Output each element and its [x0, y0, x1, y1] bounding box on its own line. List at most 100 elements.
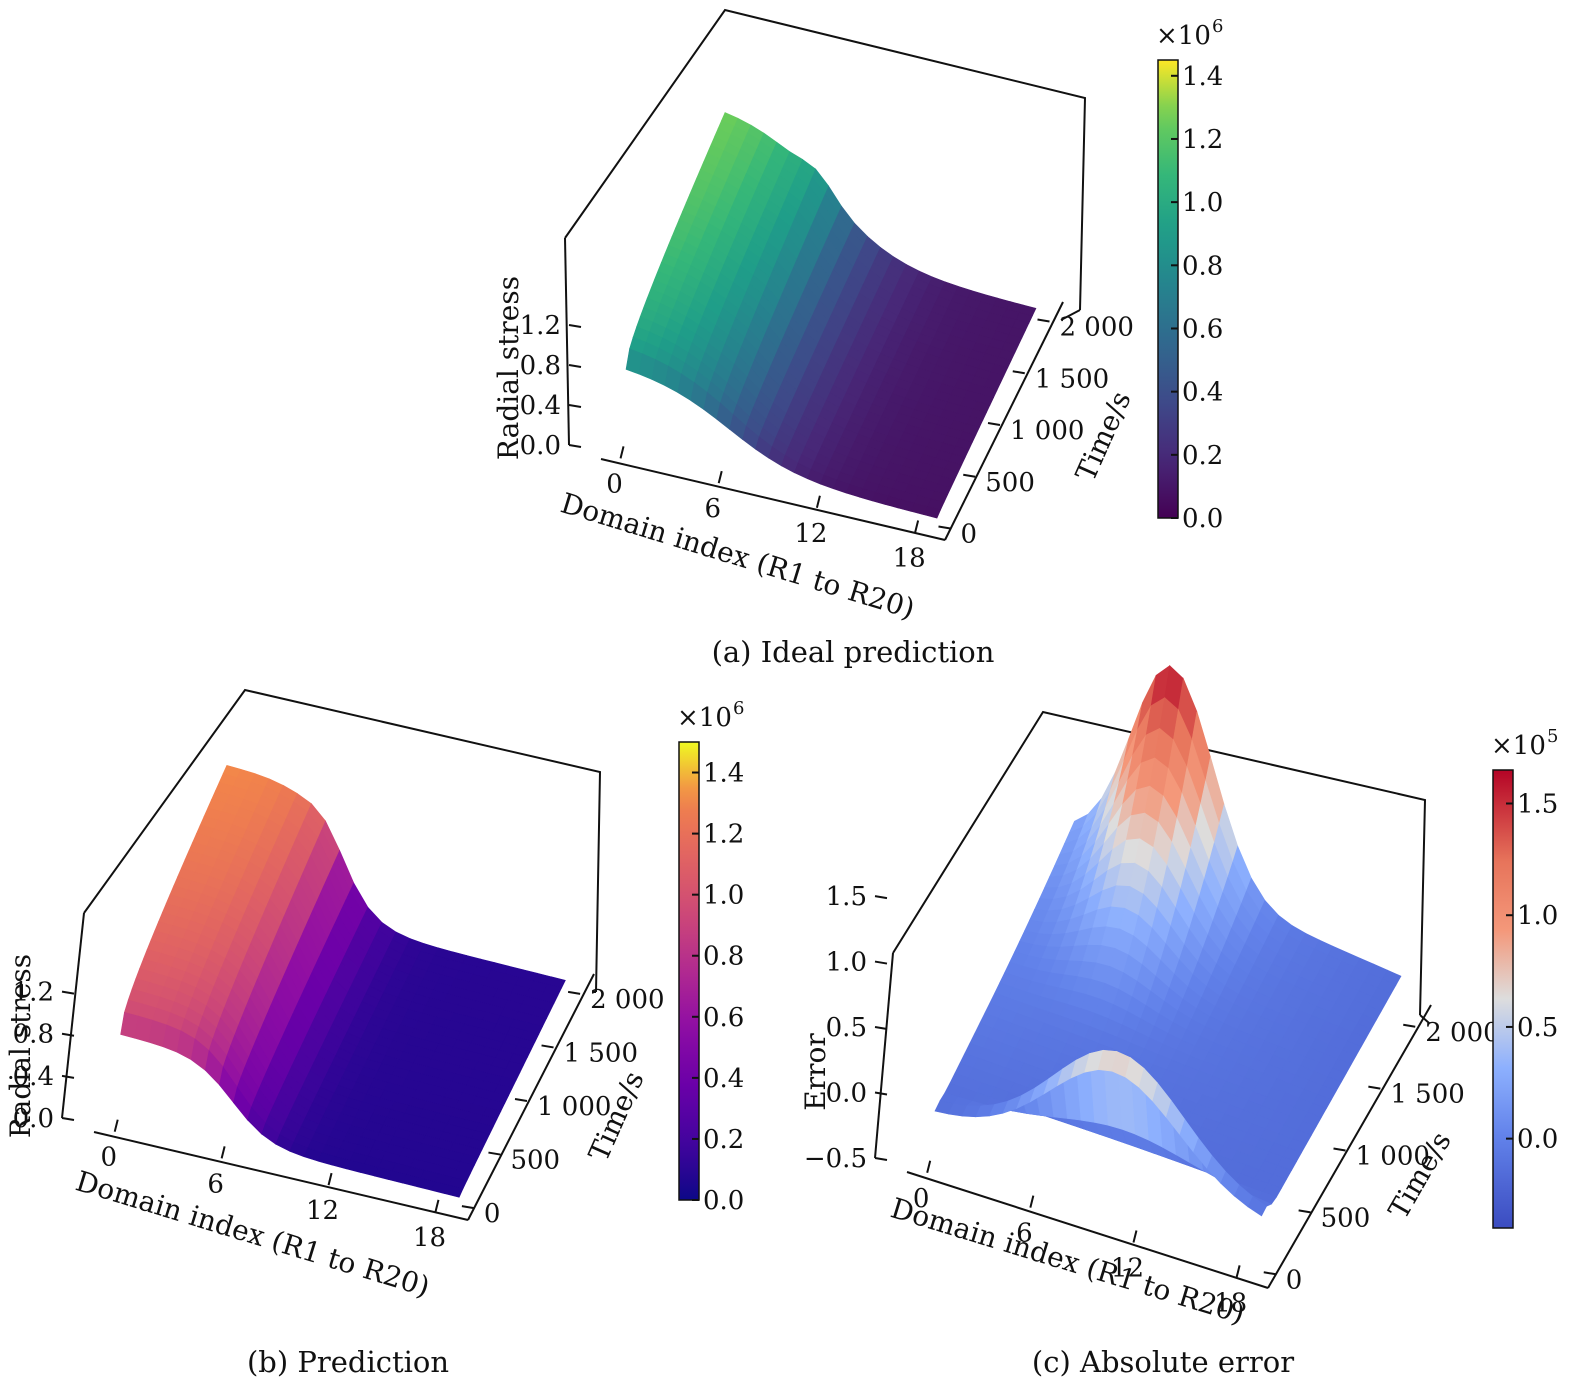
colorbar-tick-label: 0.5 — [1517, 1013, 1558, 1043]
colorbar-tick-label: 0.6 — [703, 1003, 744, 1033]
z-axis-label: Error — [799, 1033, 832, 1111]
x-tick-label: 6 — [207, 1169, 224, 1199]
z-ticks: −0.5 0.0 0.5 1.0 1.5 — [804, 882, 888, 1174]
x-tick-label: 18 — [413, 1223, 446, 1253]
panel-caption: (c) Absolute error — [1032, 1345, 1294, 1379]
y-tick-mark — [1263, 1271, 1276, 1276]
x-tick-mark — [619, 446, 625, 459]
y-tick-mark — [938, 525, 951, 530]
y-tick-label: 500 — [510, 1146, 560, 1176]
y-tick-label: 500 — [1321, 1203, 1371, 1233]
y-tick-mark — [1403, 1023, 1416, 1028]
panel-c: −0.5 0.0 0.5 1.0 1.5 0 6 12 18 0 500 1 000 1 500 2 00… — [799, 665, 1558, 1379]
colorbar-tick-label: 0.0 — [703, 1186, 744, 1216]
x-tick-mark — [815, 495, 821, 509]
colorbar-tick-label: 0.8 — [1182, 251, 1223, 281]
y-tick-label: 0 — [961, 520, 978, 550]
colorbar-tick-label: 1.0 — [1182, 188, 1223, 218]
z-tick-label: 0.0 — [826, 1079, 867, 1109]
x-tick-label: 12 — [794, 519, 827, 549]
surface — [934, 665, 1402, 1217]
z-tick-mark — [568, 364, 582, 368]
y-tick-label: 1 500 — [1390, 1080, 1464, 1110]
y-tick-label: 2 000 — [1425, 1018, 1499, 1048]
y-tick-mark — [1368, 1085, 1381, 1090]
y-axis-line — [467, 973, 595, 1221]
y-tick-label: 1 500 — [564, 1038, 638, 1068]
y-tick-label: 0 — [1286, 1265, 1303, 1295]
colorbar-tick-label: 0.2 — [1182, 441, 1223, 471]
x-tick-label: 0 — [913, 1184, 930, 1214]
z-tick-label: 1.0 — [826, 948, 867, 978]
z-tick-mark — [61, 1032, 75, 1037]
colorbar: 0.0 0.2 0.4 0.6 0.8 1.0 1.2 1.4 ×10 6 — [1156, 16, 1223, 534]
x-tick-label: 6 — [704, 494, 721, 524]
x-axis-label: Domain index (R1 to R20) — [557, 486, 919, 625]
y-tick-mark — [963, 473, 976, 478]
x-tick-mark — [717, 470, 723, 484]
z-tick-label: 0.5 — [826, 1013, 867, 1043]
surface-facet — [444, 1184, 464, 1198]
x-tick-mark — [327, 1172, 333, 1186]
z-tick-mark — [61, 990, 75, 995]
colorbar-tick-label: 0.2 — [703, 1125, 744, 1155]
z-tick-mark — [568, 444, 582, 448]
z-axis-label: Radial stress — [4, 954, 37, 1138]
y-axis-line — [1267, 1004, 1432, 1289]
y-ticks: 0 500 1 000 1 500 2 000 — [1263, 1018, 1500, 1295]
y-tick-mark — [1298, 1209, 1311, 1214]
z-tick-mark — [874, 1157, 888, 1161]
x-tick-label: 0 — [606, 469, 623, 499]
colorbar-exponent-power: 6 — [733, 698, 744, 719]
z-tick-mark — [61, 1117, 75, 1121]
z-tick-mark — [568, 404, 582, 408]
y-tick-label: 0 — [484, 1199, 501, 1229]
x-tick-label: 18 — [1214, 1288, 1247, 1318]
y-tick-label: 1 000 — [1010, 416, 1084, 446]
x-tick-label: 12 — [1111, 1254, 1144, 1284]
axes-top-frame — [564, 8, 1087, 311]
panel-b: 0.0 0.4 0.8 1.2 0 6 12 18 0 500 1 000 1 500 2 000 Rad… — [4, 688, 744, 1379]
y-tick-mark — [567, 990, 581, 995]
y-tick-mark — [488, 1151, 501, 1156]
colorbar: 0.0 0.2 0.4 0.6 0.8 1.0 1.2 1.4 ×10 6 — [677, 698, 744, 1216]
colorbar-tick-label: 0.8 — [703, 942, 744, 972]
x-tick-label: 12 — [306, 1196, 339, 1226]
x-axis-line — [906, 1171, 1269, 1289]
colorbar-exponent: ×10 — [677, 703, 732, 733]
y-tick-mark — [1037, 318, 1050, 323]
z-tick-mark — [874, 960, 888, 965]
colorbar-tick-label: 1.0 — [703, 881, 744, 911]
colorbar-tick-label: 0.4 — [1182, 378, 1223, 408]
colorbar-tick-label: 1.0 — [1517, 901, 1558, 931]
colorbar-exponent: ×10 — [1491, 731, 1546, 761]
x-tick-mark — [926, 1160, 932, 1174]
colorbar-tick-label: 0.4 — [703, 1064, 744, 1094]
y-tick-label: 1 000 — [1356, 1142, 1430, 1172]
z-tick-label: 1.2 — [13, 978, 54, 1008]
z-tick-mark — [874, 1091, 888, 1096]
colorbar-tick-label: 0.6 — [1182, 314, 1223, 344]
x-ticks: 0 6 12 18 — [913, 1160, 1247, 1318]
y-tick-label: 1 500 — [1035, 364, 1109, 394]
x-axis-label: Domain index (R1 to R20) — [887, 1191, 1249, 1330]
y-tick-mark — [461, 1205, 475, 1210]
y-tick-label: 2 000 — [1060, 313, 1134, 343]
x-ticks: 0 6 12 18 — [100, 1119, 446, 1253]
z-tick-label: 1.2 — [520, 311, 561, 341]
x-tick-mark — [434, 1199, 440, 1213]
z-tick-mark — [874, 895, 888, 900]
axes-top-frame — [892, 710, 1427, 1016]
colorbar-exponent-power: 5 — [1547, 726, 1558, 747]
x-axis-line — [93, 1131, 469, 1221]
z-axis-line — [874, 952, 894, 1159]
y-tick-mark — [514, 1098, 528, 1102]
x-tick-mark — [113, 1119, 119, 1132]
y-tick-label: 1 000 — [537, 1092, 611, 1122]
right-vertical-line — [1419, 1014, 1430, 1024]
x-tick-mark — [1235, 1265, 1241, 1278]
panel-caption: (a) Ideal prediction — [712, 635, 995, 669]
colorbar-tick-label: 1.2 — [703, 820, 744, 850]
y-tick-mark — [987, 422, 1001, 426]
